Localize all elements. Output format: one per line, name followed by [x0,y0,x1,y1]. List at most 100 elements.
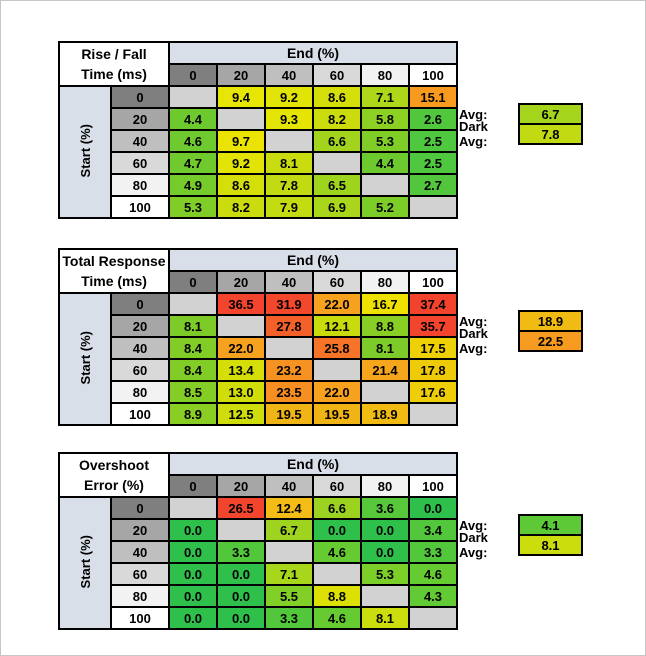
rise-fall-time-table: Rise / Fall Time (ms) End (%) 0 20 40 60 80 100 S… [58,41,458,219]
table-title-line2: Time (ms) [81,66,147,82]
heatmap-cell: 8.5 [168,380,218,404]
diagonal-cell [408,195,458,219]
heatmap-cell: 7.1 [360,85,410,109]
diagonal-cell [360,173,410,197]
heatmap-cell: 0.0 [216,584,266,608]
diagonal-cell [216,107,266,131]
heatmap-cell: 4.9 [168,173,218,197]
heatmap-cell: 0.0 [312,518,362,542]
diagonal-cell [408,606,458,630]
heatmap-cell: 0.0 [168,562,218,586]
heatmap-cell: 8.4 [168,358,218,382]
col-header: 40 [264,63,314,87]
col-header: 100 [408,270,458,294]
heatmap-cell: 21.4 [360,358,410,382]
col-header: 20 [216,270,266,294]
dark-avg-value-box: 7.8 [518,123,583,145]
heatmap-cell: 9.2 [216,151,266,175]
heatmap-cell: 0.0 [360,540,410,564]
diagonal-cell [360,380,410,404]
heatmap-cell: 3.3 [264,606,314,630]
heatmap-cell: 6.9 [312,195,362,219]
heatmap-cell: 9.2 [264,85,314,109]
heatmap-cell: 7.9 [264,195,314,219]
heatmap-cell: 36.5 [216,292,266,316]
col-header: 100 [408,474,458,498]
heatmap-cell: 4.4 [168,107,218,131]
heatmap-cell: 6.7 [264,518,314,542]
table-title-line1: Overshoot [78,456,149,473]
heatmap-cell: 4.6 [408,562,458,586]
row-header: 80 [110,584,170,608]
heatmap-cell: 8.6 [216,173,266,197]
heatmap-cell: 4.4 [360,151,410,175]
diagonal-cell [216,518,266,542]
diagonal-cell [168,292,218,316]
heatmap-cell: 12.1 [312,314,362,338]
heatmap-cell: 4.6 [312,606,362,630]
heatmap-cell: 17.6 [408,380,458,404]
heatmap-cell: 0.0 [216,606,266,630]
heatmap-cell: 5.2 [360,195,410,219]
heatmap-cell: 23.5 [264,380,314,404]
diagonal-cell [312,358,362,382]
heatmap-cell: 0.0 [168,540,218,564]
col-header: 20 [216,474,266,498]
avg-value-box: 4.1 [518,514,583,536]
heatmap-cell: 9.3 [264,107,314,131]
heatmap-cell: 5.8 [360,107,410,131]
avg-summary-rise-fall: Avg: 6.7 Dark Avg: 7.8 [459,103,644,149]
heatmap-cell: 8.1 [264,151,314,175]
row-header: 80 [110,380,170,404]
heatmap-cell: 5.3 [360,562,410,586]
row-header: 40 [110,336,170,360]
overshoot-error-table: Overshoot Error (%) End (%) 0 20 40 60 80 100 Sta… [58,452,458,630]
table-title-line1: Total Response [62,252,166,269]
col-header: 40 [264,474,314,498]
diagonal-cell [264,336,314,360]
heatmap-cell: 8.1 [360,606,410,630]
col-axis-title: End (%) [168,452,458,476]
heatmap-cell: 2.6 [408,107,458,131]
row-header: 80 [110,173,170,197]
heatmap-cell: 5.3 [360,129,410,153]
avg-row: Avg: 18.9 [459,310,644,332]
heatmap-cell: 8.6 [312,85,362,109]
avg-label: Avg: [459,517,488,533]
table-title: Overshoot Error (%) [58,452,170,498]
heatmap-cell: 8.9 [168,402,218,426]
heatmap-cell: 2.5 [408,151,458,175]
diagonal-cell [216,314,266,338]
row-header: 0 [110,496,170,520]
row-header: 60 [110,562,170,586]
dark-avg-row: Dark Avg: 7.8 [459,119,644,149]
row-axis-title: Start (%) [58,292,112,426]
heatmap-cell: 13.0 [216,380,266,404]
dark-avg-label: Dark Avg: [459,326,488,356]
diagonal-cell [360,584,410,608]
heatmap-cell: 3.3 [408,540,458,564]
row-header: 100 [110,606,170,630]
heatmap-cell: 23.2 [264,358,314,382]
heatmap-cell: 0.0 [216,562,266,586]
row-header: 20 [110,314,170,338]
heatmap-cell: 22.0 [312,380,362,404]
col-header: 80 [360,270,410,294]
dark-avg-value-box: 8.1 [518,534,583,556]
table-title: Total Response Time (ms) [58,248,170,294]
heatmap-cell: 9.7 [216,129,266,153]
dark-avg-label: Dark Avg: [459,119,488,149]
diagonal-cell [408,402,458,426]
heatmap-cell: 8.1 [168,314,218,338]
diagonal-cell [264,540,314,564]
heatmap-cell: 0.0 [408,496,458,520]
heatmap-cell: 19.5 [264,402,314,426]
heatmap-cell: 12.5 [216,402,266,426]
heatmap-cell: 3.4 [408,518,458,542]
col-header: 20 [216,63,266,87]
heatmap-cell: 6.6 [312,129,362,153]
row-header: 100 [110,402,170,426]
heatmap-cell: 15.1 [408,85,458,109]
row-header: 20 [110,518,170,542]
table-title-line1: Rise / Fall [81,45,147,62]
